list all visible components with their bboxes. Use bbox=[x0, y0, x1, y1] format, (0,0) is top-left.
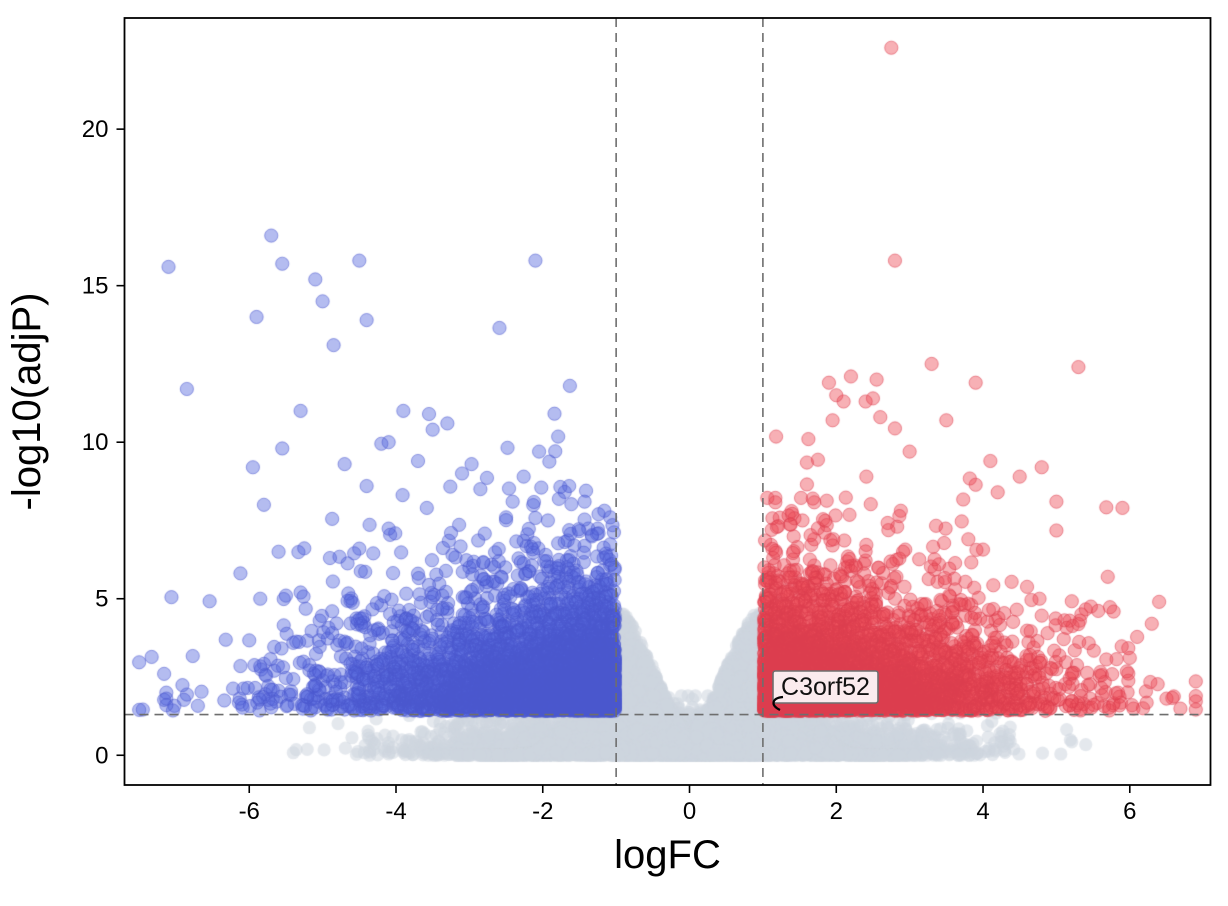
svg-text:-6: -6 bbox=[239, 798, 260, 825]
svg-text:2: 2 bbox=[830, 798, 843, 825]
svg-text:-log10(adjP): -log10(adjP) bbox=[5, 293, 49, 511]
svg-text:6: 6 bbox=[1123, 798, 1136, 825]
svg-text:10: 10 bbox=[82, 429, 109, 456]
svg-text:4: 4 bbox=[976, 798, 989, 825]
svg-text:5: 5 bbox=[95, 586, 108, 613]
svg-text:C3orf52: C3orf52 bbox=[781, 673, 870, 701]
svg-text:0: 0 bbox=[95, 742, 108, 769]
svg-text:-4: -4 bbox=[385, 798, 406, 825]
svg-text:20: 20 bbox=[82, 116, 109, 143]
svg-text:logFC: logFC bbox=[614, 833, 721, 877]
svg-text:0: 0 bbox=[683, 798, 696, 825]
svg-text:-2: -2 bbox=[532, 798, 553, 825]
svg-text:15: 15 bbox=[82, 273, 109, 300]
